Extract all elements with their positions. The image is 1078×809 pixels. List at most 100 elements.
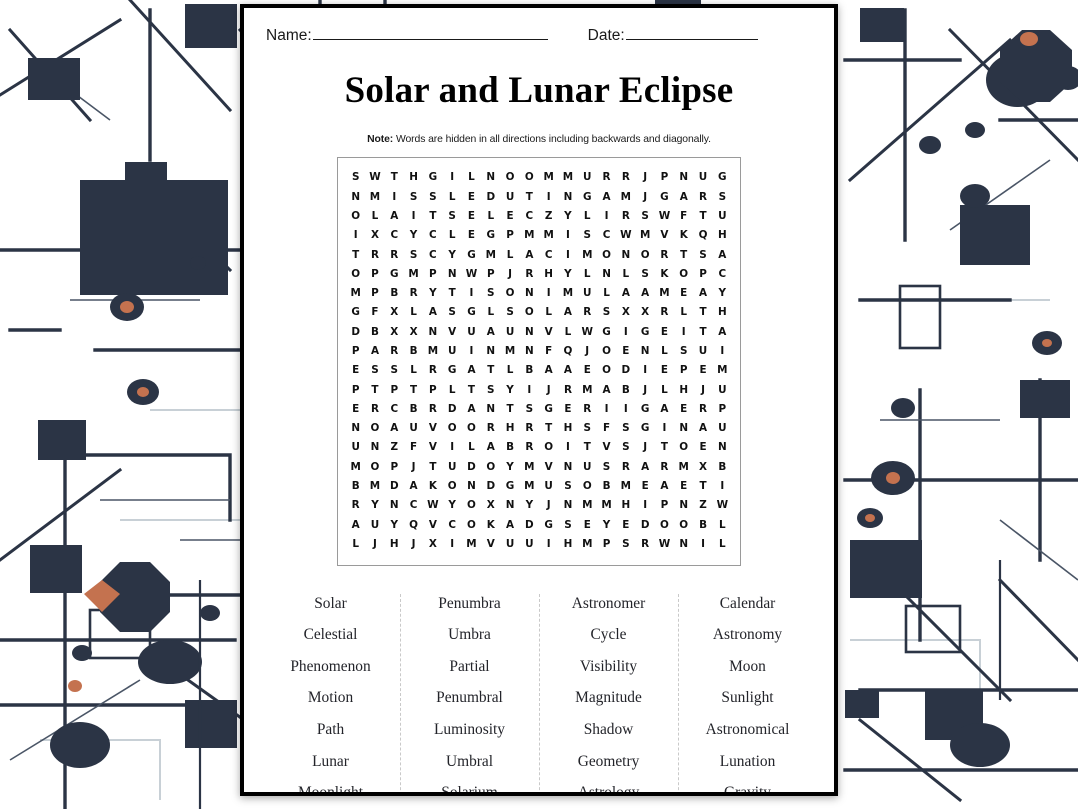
grid-cell[interactable]: I — [546, 537, 551, 550]
grid-cell[interactable]: O — [447, 480, 457, 493]
grid-cell[interactable]: A — [621, 287, 630, 300]
grid-cell[interactable]: M — [408, 267, 419, 280]
grid-cell[interactable]: L — [506, 248, 514, 261]
grid-cell[interactable]: L — [468, 171, 475, 184]
grid-cell[interactable]: A — [602, 190, 611, 203]
grid-cell[interactable]: S — [718, 190, 727, 203]
grid-cell[interactable]: A — [699, 287, 708, 300]
grid-cell[interactable]: S — [409, 190, 418, 203]
grid-cell[interactable]: R — [583, 402, 592, 415]
grid-cell[interactable]: G — [447, 364, 457, 377]
grid-cell[interactable]: G — [718, 171, 727, 184]
grid-cell[interactable]: R — [390, 248, 399, 261]
grid-cell[interactable]: K — [486, 518, 495, 531]
grid-cell[interactable]: L — [448, 190, 456, 203]
grid-cell[interactable]: B — [525, 364, 534, 377]
grid-cell[interactable]: T — [699, 325, 707, 338]
grid-cell[interactable]: I — [643, 499, 648, 512]
grid-cell[interactable]: V — [428, 518, 437, 531]
grid-cell[interactable]: M — [659, 287, 670, 300]
grid-cell[interactable]: J — [546, 383, 551, 396]
grid-cell[interactable]: N — [447, 267, 457, 280]
grid-cell[interactable]: D — [486, 480, 496, 493]
grid-cell[interactable]: I — [623, 402, 628, 415]
grid-cell[interactable]: S — [371, 364, 379, 377]
grid-cell[interactable]: S — [679, 345, 688, 357]
grid-cell[interactable]: T — [487, 364, 495, 377]
grid-cell[interactable]: T — [410, 383, 418, 396]
grid-cell[interactable]: I — [469, 345, 474, 357]
word-list-item[interactable]: Calendar — [719, 594, 776, 612]
grid-cell[interactable]: T — [525, 190, 533, 203]
grid-cell[interactable]: Y — [564, 267, 572, 280]
grid-cell[interactable]: R — [409, 287, 418, 300]
grid-cell[interactable]: U — [718, 383, 727, 396]
grid-cell[interactable]: S — [525, 402, 534, 415]
grid-cell[interactable]: W — [369, 171, 381, 184]
grid-cell[interactable]: T — [699, 306, 707, 319]
grid-cell[interactable]: W — [465, 267, 478, 280]
grid-cell[interactable]: M — [582, 537, 593, 550]
grid-cell[interactable]: U — [447, 460, 457, 473]
grid-cell[interactable]: X — [641, 306, 650, 319]
grid-cell[interactable]: L — [680, 306, 688, 319]
grid-cell[interactable]: U — [409, 422, 418, 435]
grid-cell[interactable]: A — [467, 364, 476, 377]
grid-cell[interactable]: J — [701, 383, 705, 396]
grid-cell[interactable]: P — [429, 383, 437, 396]
grid-cell[interactable]: D — [467, 460, 476, 473]
grid-cell[interactable]: O — [370, 422, 380, 435]
grid-cell[interactable]: W — [427, 499, 439, 512]
grid-cell[interactable]: B — [602, 480, 611, 493]
grid-cell[interactable]: N — [679, 422, 689, 435]
grid-cell[interactable]: O — [467, 422, 476, 435]
grid-cell[interactable]: U — [525, 537, 534, 550]
grid-cell[interactable]: R — [525, 267, 534, 280]
grid-cell[interactable]: H — [409, 171, 418, 184]
grid-cell[interactable]: U — [583, 171, 592, 184]
grid-cell[interactable]: S — [351, 171, 360, 184]
word-list-item[interactable]: Astronomical — [705, 721, 790, 738]
grid-cell[interactable]: O — [505, 287, 515, 300]
grid-cell[interactable]: R — [428, 364, 437, 377]
grid-cell[interactable]: E — [680, 287, 688, 300]
grid-cell[interactable]: I — [450, 537, 455, 550]
grid-cell[interactable]: G — [351, 306, 360, 319]
grid-cell[interactable]: V — [660, 229, 669, 242]
grid-cell[interactable]: T — [680, 248, 688, 261]
grid-cell[interactable]: P — [429, 267, 437, 280]
grid-cell[interactable]: M — [369, 190, 381, 203]
grid-cell[interactable]: N — [621, 248, 631, 261]
word-list-item[interactable]: Penumbral — [436, 689, 503, 707]
grid-cell[interactable]: G — [390, 267, 399, 280]
grid-cell[interactable]: E — [352, 402, 360, 415]
grid-cell[interactable]: N — [351, 422, 361, 435]
grid-cell[interactable]: O — [679, 441, 689, 454]
grid-cell[interactable]: H — [544, 267, 553, 280]
grid-cell[interactable]: R — [602, 171, 611, 184]
grid-cell[interactable]: I — [566, 248, 570, 261]
grid-cell[interactable]: Q — [698, 229, 708, 242]
grid-cell[interactable]: L — [622, 267, 630, 280]
grid-cell[interactable]: R — [428, 402, 437, 415]
grid-cell[interactable]: C — [429, 229, 437, 242]
word-list-item[interactable]: Celestial — [303, 626, 358, 644]
grid-cell[interactable]: I — [353, 229, 358, 242]
grid-cell[interactable]: N — [370, 441, 380, 454]
grid-cell[interactable]: I — [681, 325, 686, 338]
grid-cell[interactable]: P — [718, 402, 727, 415]
grid-cell[interactable]: O — [524, 171, 534, 184]
grid-cell[interactable]: U — [505, 537, 515, 550]
grid-cell[interactable]: K — [679, 229, 688, 242]
grid-cell[interactable]: E — [467, 229, 476, 242]
grid-cell[interactable]: R — [621, 460, 630, 473]
grid-cell[interactable]: I — [450, 171, 455, 184]
grid-cell[interactable]: C — [718, 267, 727, 280]
grid-cell[interactable]: S — [602, 306, 611, 319]
grid-cell[interactable]: W — [658, 537, 671, 550]
grid-cell[interactable]: N — [679, 499, 689, 512]
grid-cell[interactable]: C — [409, 499, 418, 512]
grid-cell[interactable]: I — [566, 229, 570, 242]
grid-cell[interactable]: Y — [390, 518, 399, 531]
grid-cell[interactable]: W — [716, 499, 729, 512]
